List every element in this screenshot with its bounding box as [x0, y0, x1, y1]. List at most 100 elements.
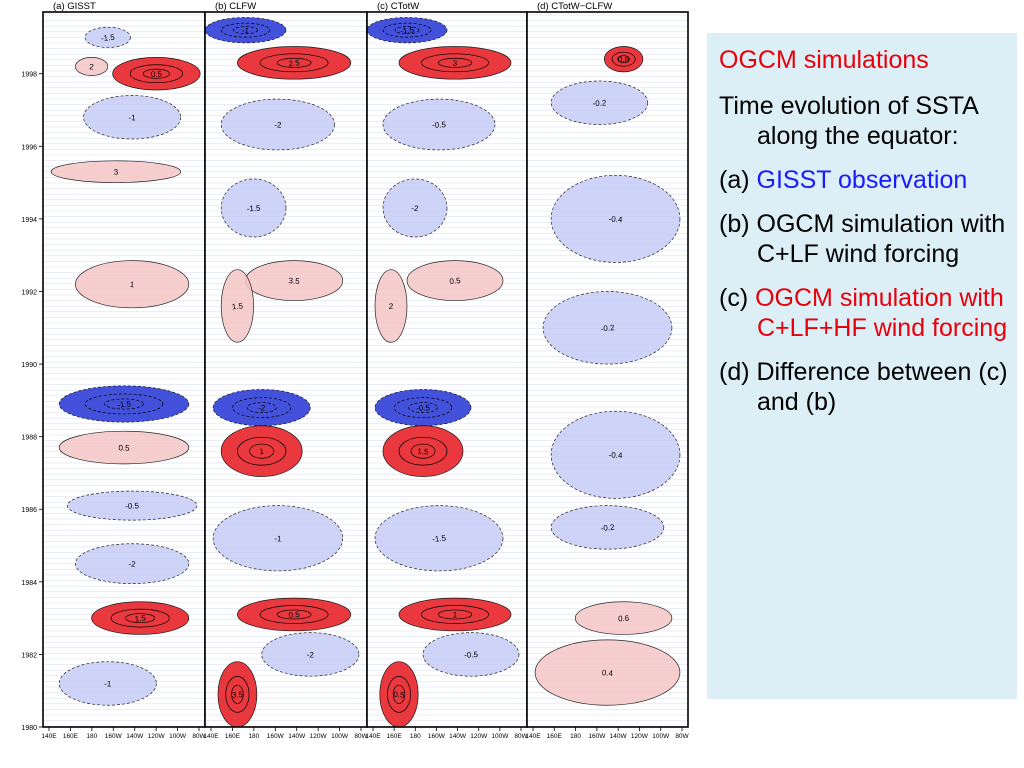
inner-contour [220, 22, 271, 38]
contour-label: 3.5 [232, 690, 244, 700]
notes-item-a-prefix: (a) [719, 166, 750, 194]
panel-title: (b) CLFW [215, 1, 256, 12]
inner-contour [398, 436, 448, 466]
notes-item-a-text: GISST observation [756, 166, 968, 194]
contour-label: 1 [453, 610, 458, 619]
notes-time-evolution: Time evolution of SSTA along the equator… [719, 92, 978, 150]
x-tick-label: 140E [41, 733, 57, 740]
x-tick-label: 160E [63, 733, 79, 740]
inner-contour [387, 676, 411, 713]
x-tick-label: 80W [354, 733, 368, 740]
contour-label: -1.5 [101, 33, 116, 43]
inner-contour [249, 443, 275, 459]
inner-contour [437, 609, 473, 620]
contour-label: -1.5 [117, 399, 132, 409]
cool-anomaly [374, 389, 472, 427]
contour-label: -0.4 [608, 451, 623, 460]
contour-label: 0.6 [618, 614, 630, 624]
warm-anomaly [398, 46, 512, 80]
inner-contour [225, 676, 250, 713]
x-tick-label: 180 [248, 733, 259, 740]
contour-label: -2 [258, 403, 266, 412]
notes-item-a: (a) GISST observation [719, 165, 1009, 195]
contour-label: -0.5 [416, 403, 431, 413]
inner-contour [232, 397, 292, 418]
warm-anomaly [237, 597, 352, 632]
warm-anomaly [574, 601, 673, 635]
contour-label: 1.5 [134, 614, 147, 624]
contour-label: -2 [274, 120, 282, 129]
warm-anomaly [398, 597, 512, 632]
x-tick-label: 180 [86, 733, 97, 740]
panel-b: -1 2.5 -2 -1.5 3.5 1.5 -2 1 -1 0.5 -2 3.5 (b) CLFW 14… [203, 1, 368, 740]
cool-anomaly [542, 291, 673, 365]
inner-contour [110, 608, 170, 628]
contour-label: 0.5 [393, 690, 405, 700]
inner-contour [421, 605, 489, 624]
inner-contour [142, 68, 170, 79]
x-tick-label: 120W [148, 733, 166, 740]
contour-label: -1.5 [400, 25, 415, 35]
x-tick-label: 140E [365, 733, 381, 740]
contour-label: 0.5 [288, 610, 301, 620]
panel-title: (d) CTotW−CLFW [537, 1, 612, 12]
contour-label: 3.5 [288, 276, 300, 286]
warm-anomaly [220, 269, 254, 343]
notes-title: OGCM simulations [719, 46, 929, 74]
x-tick-label: 160E [225, 733, 241, 740]
y-tick-label: 1988 [21, 435, 37, 442]
cool-anomaly [550, 80, 649, 125]
cool-anomaly [220, 98, 335, 151]
warm-anomaly [382, 425, 464, 477]
x-tick-label: 80W [192, 733, 206, 740]
inner-contour [611, 51, 636, 67]
inner-contour [129, 64, 183, 84]
contour-label: -1 [104, 679, 112, 688]
x-tick-label: 100W [331, 733, 349, 740]
x-tick-label: 100W [652, 733, 670, 740]
cool-anomaly [382, 98, 496, 151]
contour-label: -1.5 [432, 534, 447, 544]
inner-contour [437, 57, 473, 68]
contour-label: -0.2 [592, 98, 607, 108]
x-tick-label: 140E [203, 733, 219, 740]
y-tick-label: 1990 [21, 362, 37, 369]
warm-anomaly [58, 430, 190, 465]
panel-frame [526, 11, 689, 728]
contour-label: -0.4 [608, 214, 623, 224]
cool-anomaly [550, 410, 681, 499]
x-tick-label: 140W [449, 733, 467, 740]
cool-anomaly [366, 17, 448, 44]
contour-label: 0.8 [618, 55, 630, 64]
warm-anomaly [91, 601, 190, 635]
inner-contour [382, 22, 432, 38]
contour-label: -1.5 [247, 204, 262, 214]
y-tick-label: 1996 [21, 144, 37, 151]
inner-contour [125, 613, 156, 624]
x-tick-label: 140E [525, 733, 541, 740]
y-tick-label: 1994 [21, 217, 37, 224]
inner-contour [393, 397, 453, 418]
contour-label: 0.5 [118, 443, 130, 452]
x-tick-label: 140W [288, 733, 306, 740]
y-tick-label: 1982 [21, 652, 37, 659]
inner-contour [259, 53, 329, 73]
warm-anomaly [534, 639, 681, 706]
y-tick-label: 1980 [21, 725, 37, 732]
contour-label: 0.5 [449, 276, 462, 286]
y-tick-label: 1986 [21, 507, 37, 514]
x-tick-label: 100W [491, 733, 509, 740]
x-tick-label: 160W [588, 733, 606, 740]
contour-label: -1 [242, 26, 250, 36]
warm-anomaly [75, 260, 190, 309]
warm-anomaly [603, 46, 644, 73]
y-tick-label: 1984 [21, 580, 37, 587]
cool-anomaly [220, 178, 287, 238]
x-tick-label: 180 [570, 733, 581, 740]
notes-item-c-text: OGCM simulation with C+LF+HF wind forcin… [755, 284, 1008, 342]
cool-anomaly [58, 661, 157, 706]
cool-anomaly [66, 490, 198, 521]
panel-title: (a) GISST [53, 1, 96, 12]
inner-contour [231, 684, 244, 704]
warm-anomaly [75, 57, 109, 76]
